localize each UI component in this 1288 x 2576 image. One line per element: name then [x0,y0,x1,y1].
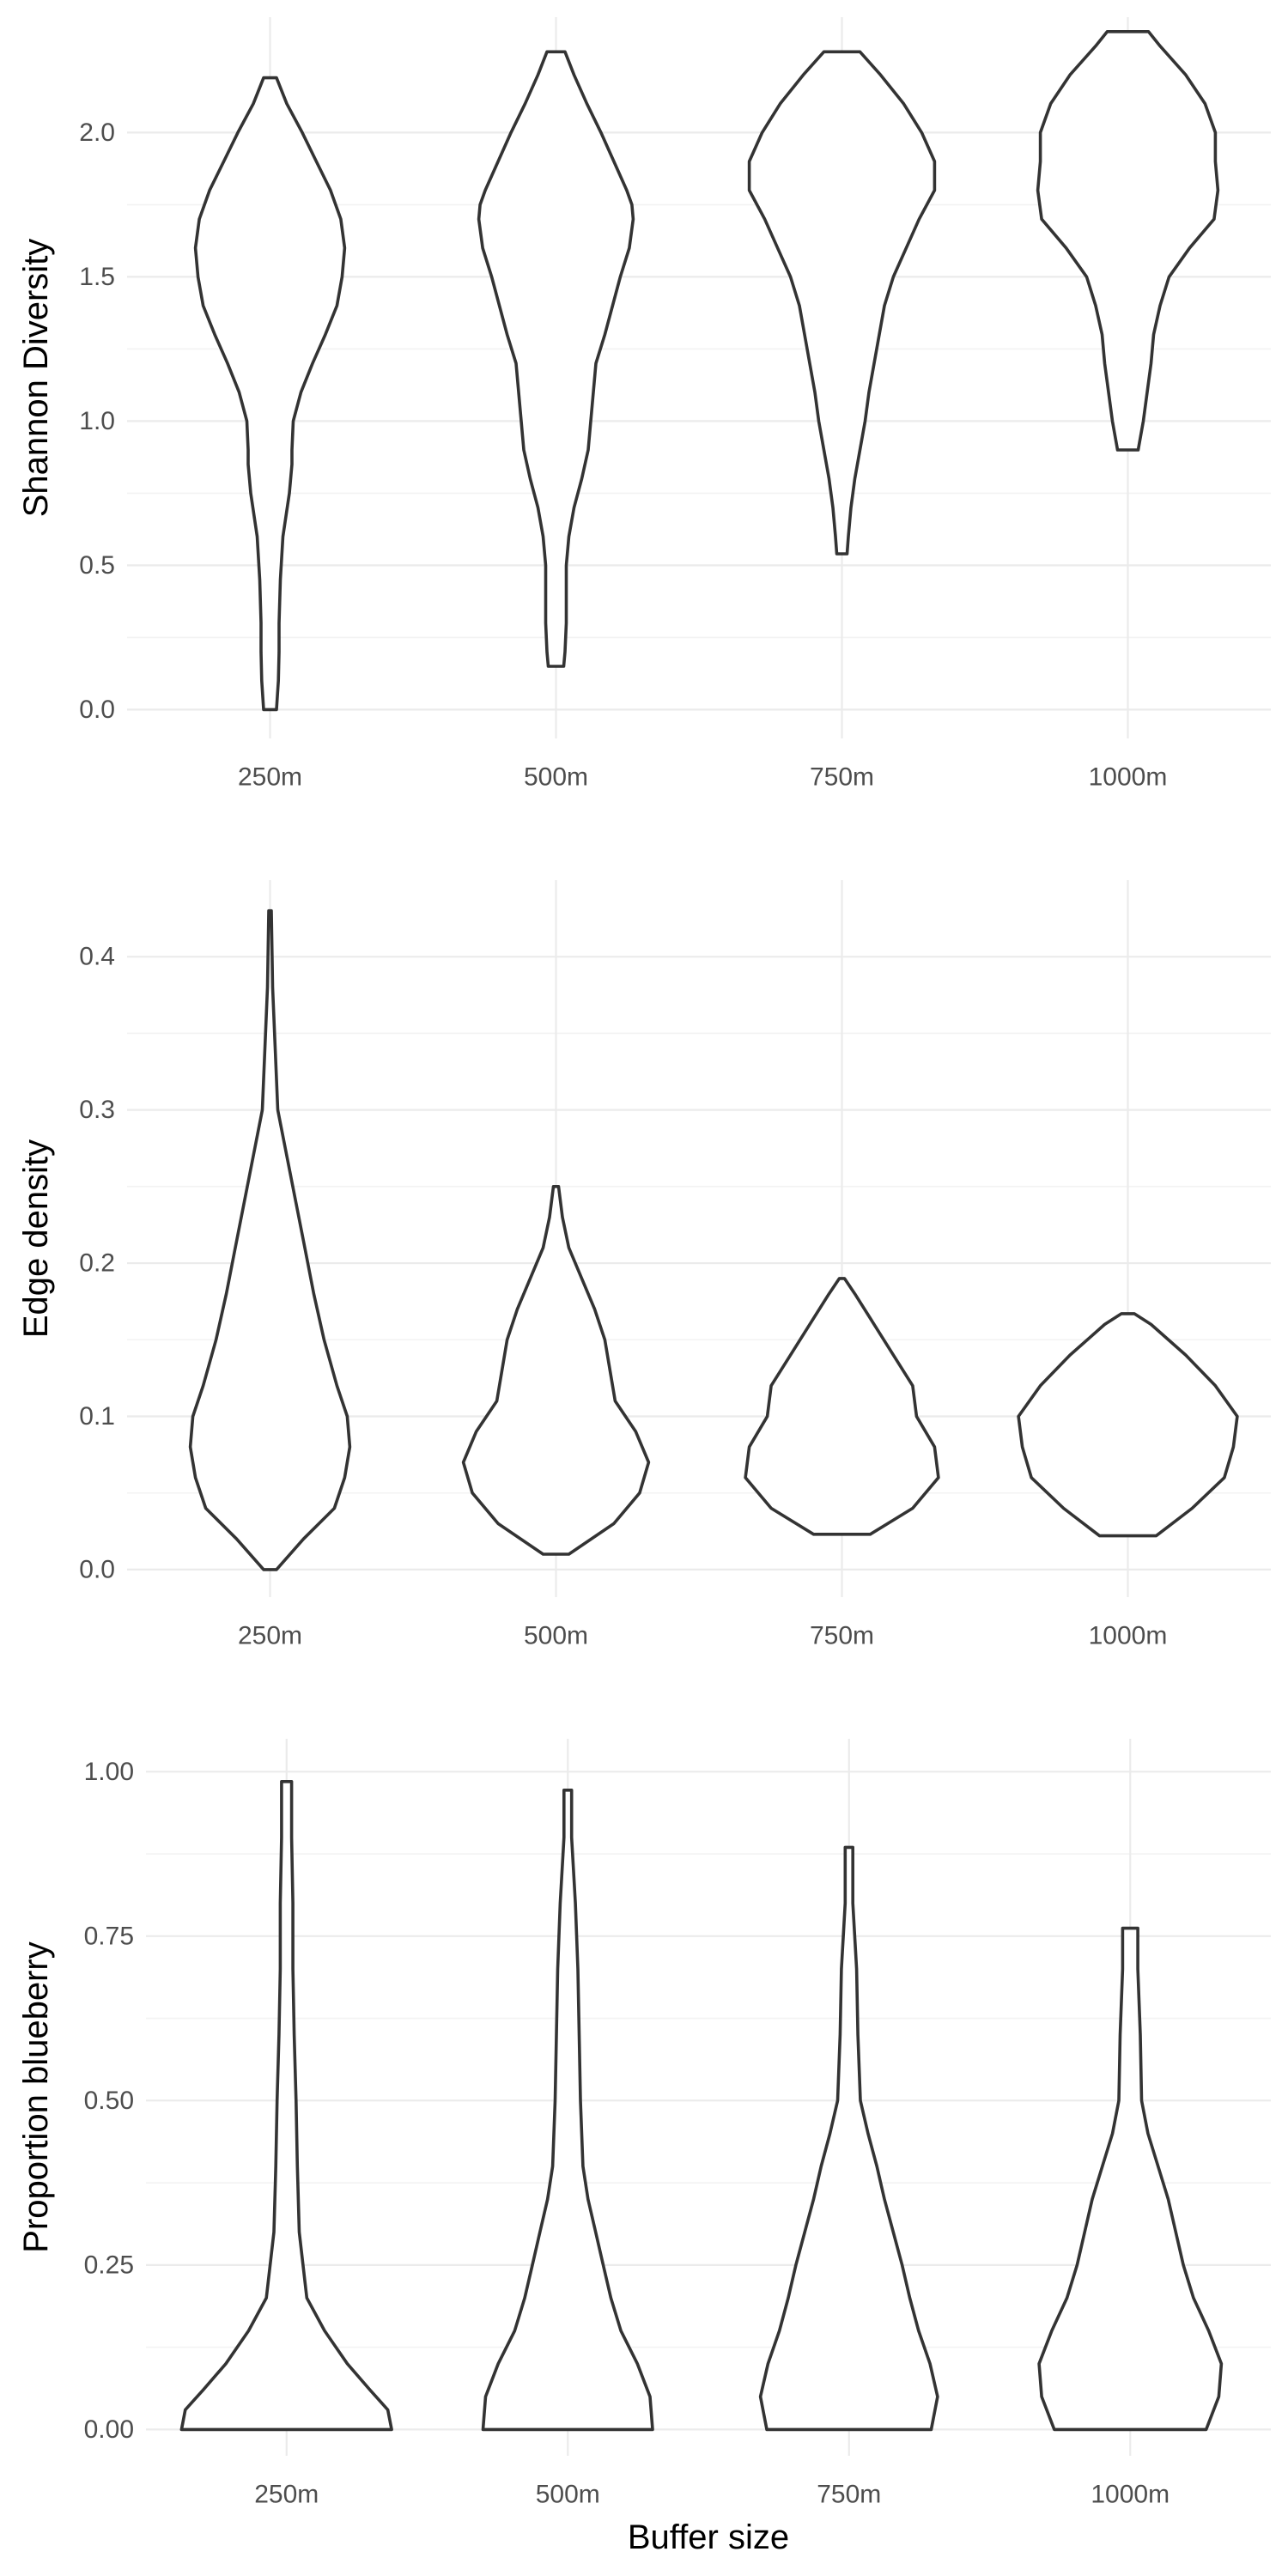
y-axis-title: Shannon Diversity [17,239,55,518]
y-tick-label: 0.25 [84,2251,134,2279]
x-tick-label: 500m [536,2481,600,2509]
y-tick-label: 0.50 [84,2087,134,2115]
violin-250m [188,908,352,1571]
violin-500m [481,1789,654,2432]
y-tick-label: 1.5 [79,263,115,291]
chart-panel-2: 0.0 0.1 0.2 0.3 0.4 250m 500m 750m 1000m Edge den… [17,880,1271,1650]
y-tick-label: 0.1 [79,1402,115,1431]
x-tick-label: 500m [524,763,588,792]
x-tick-label: 250m [238,1622,302,1650]
y-tick-label: 0.0 [79,1555,115,1583]
y-tick-label: 0.5 [79,551,115,580]
violin-500m [461,1185,651,1556]
violin-1000m [1036,30,1220,452]
violin-750m [744,1277,940,1536]
chart-panel-1: 0.0 0.5 1.0 1.5 2.0 250m 500m 750m 1000m Shannon … [17,17,1271,792]
x-tick-label: 750m [810,1622,874,1650]
y-tick-label: 2.0 [79,118,115,147]
x-tick-label: 1000m [1089,763,1168,792]
y-axis-title: Proportion blueberry [17,1941,55,2252]
y-tick-label: 1.00 [84,1758,134,1786]
y-tick-label: 0.4 [79,943,115,971]
y-tick-label: 0.00 [84,2415,134,2444]
x-tick-label: 750m [817,2481,881,2509]
y-tick-label: 1.0 [79,407,115,435]
violin-750m [747,50,937,556]
y-axis-title: Edge density [17,1139,55,1338]
x-axis-title: Buffer size [628,2518,789,2556]
x-tick-label: 250m [238,763,302,792]
violin-1000m [1037,1926,1224,2432]
x-tick-label: 750m [810,763,874,792]
violin-250m [179,1780,393,2432]
violin-1000m [1017,1312,1239,1538]
violin-250m [193,76,347,712]
y-tick-label: 0.2 [79,1249,115,1278]
y-tick-label: 0.3 [79,1096,115,1124]
chart-panel-3: 0.00 0.25 0.50 0.75 1.00 250m 500m 750m 1000m Pro… [17,1739,1271,2556]
x-tick-label: 1000m [1089,1622,1168,1650]
y-tick-label: 0.0 [79,696,115,724]
x-tick-label: 500m [524,1622,588,1650]
x-tick-label: 250m [254,2481,319,2509]
violin-500m [477,50,635,668]
y-tick-label: 0.75 [84,1922,134,1950]
x-tick-label: 1000m [1091,2481,1170,2509]
violin-750m [758,1845,939,2432]
